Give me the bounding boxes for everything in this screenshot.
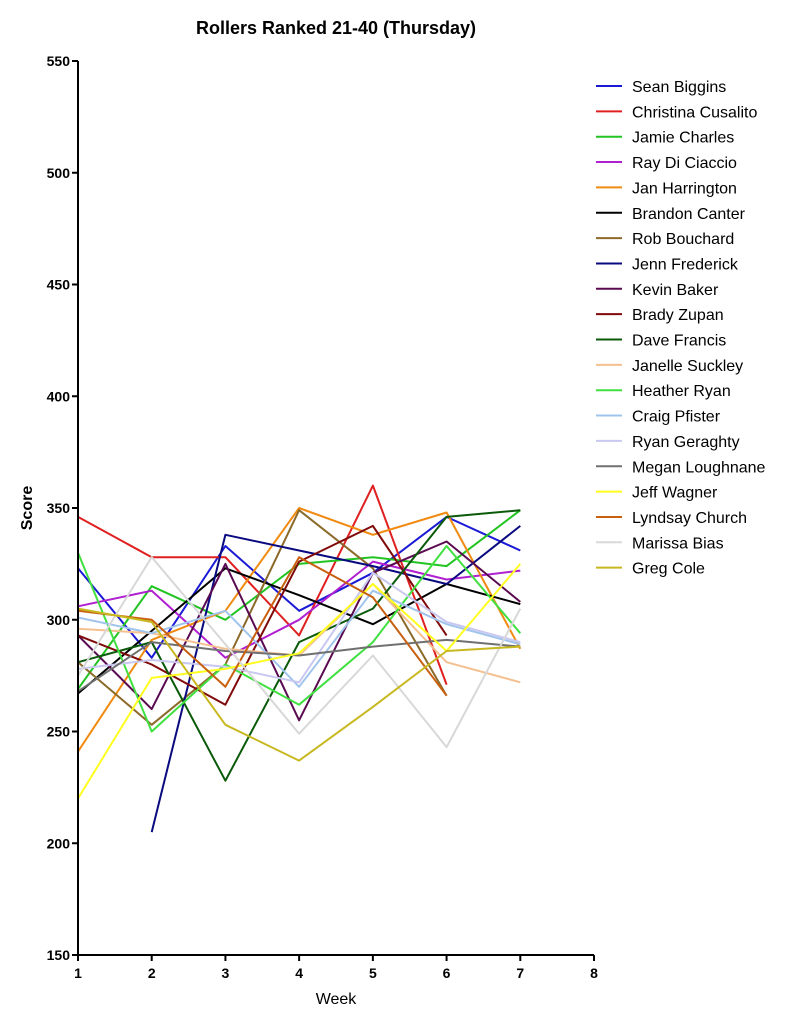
y-axis-label: Score [19, 486, 36, 531]
legend-item-jan-harrington: Jan Harrington [596, 180, 737, 197]
axes: 150 200 250 300 350 400 450 500 550 1 2 3 4 5 6 7 8 [47, 53, 598, 981]
legend-label: Jeff Wagner [632, 485, 718, 502]
legend-item-craig-pfister: Craig Pfister [596, 409, 721, 426]
series-line-heather-ryan [77, 545, 522, 733]
legend-label: Christina Cusalito [632, 104, 757, 121]
legend-item-marissa-bias: Marissa Bias [596, 535, 724, 552]
legend-item-lyndsay-church: Lyndsay Church [596, 510, 747, 527]
legend-item-kevin-baker: Kevin Baker [596, 282, 719, 299]
y-tick-label: 300 [47, 612, 71, 628]
legend-label: Ryan Geraghty [632, 434, 740, 451]
x-axis-label: Week [316, 991, 358, 1008]
legend-item-greg-cole: Greg Cole [596, 561, 705, 578]
legend-label: Dave Francis [632, 333, 726, 350]
series-line-rob-bouchard [77, 509, 448, 726]
y-tick-label: 250 [47, 724, 71, 740]
legend-item-jeff-wagner: Jeff Wagner [596, 485, 718, 502]
y-tick-label: 350 [47, 500, 71, 516]
legend-item-rob-bouchard: Rob Bouchard [596, 231, 734, 248]
legend-label: Jenn Frederick [632, 256, 739, 273]
legend-item-janelle-suckley: Janelle Suckley [596, 358, 743, 375]
legend-label: Greg Cole [632, 561, 705, 578]
x-tick-label: 5 [369, 965, 377, 981]
legend-label: Kevin Baker [632, 282, 719, 299]
legend-label: Craig Pfister [632, 409, 721, 426]
y-tick-label: 500 [47, 165, 71, 181]
y-tick-label: 450 [47, 277, 71, 293]
x-tick-label: 8 [590, 965, 598, 981]
legend-item-jenn-frederick: Jenn Frederick [596, 256, 739, 273]
x-tick-label: 7 [516, 965, 524, 981]
x-tick-label: 2 [148, 965, 156, 981]
legend-item-megan-loughnane: Megan Loughnane [596, 459, 766, 476]
legend-item-brady-zupan: Brady Zupan [596, 307, 724, 324]
legend-item-dave-francis: Dave Francis [596, 333, 726, 350]
series-line-kevin-baker [77, 540, 521, 722]
series-line-megan-loughnane [77, 638, 521, 693]
series-line-ryan-geraghty [77, 571, 521, 684]
legend-label: Brandon Canter [632, 206, 746, 223]
x-tick-label: 6 [443, 965, 451, 981]
series-line-greg-cole [77, 607, 521, 762]
legend-label: Heather Ryan [632, 383, 731, 400]
y-tick-label: 550 [47, 53, 71, 69]
legend-label: Janelle Suckley [632, 358, 743, 375]
series-line-christina-cusalito [77, 484, 448, 685]
y-tick-label: 200 [47, 835, 71, 851]
legend-item-ray-di-ciaccio: Ray Di Ciaccio [596, 155, 737, 172]
series-line-jenn-frederick [150, 525, 521, 833]
x-tick-label: 4 [295, 965, 303, 981]
series-line-ray-di-ciaccio [77, 560, 521, 659]
legend: Sean Biggins Christina Cusalito Jamie Char… [596, 79, 766, 578]
legend-item-christina-cusalito: Christina Cusalito [596, 104, 757, 121]
legend-item-heather-ryan: Heather Ryan [596, 383, 731, 400]
x-tick-label: 1 [74, 965, 82, 981]
legend-label: Jan Harrington [632, 180, 737, 197]
legend-label: Rob Bouchard [632, 231, 734, 248]
series-line-jan-harrington [77, 507, 522, 753]
legend-item-sean-biggins: Sean Biggins [596, 79, 726, 96]
legend-item-brandon-canter: Brandon Canter [596, 206, 746, 223]
legend-label: Lyndsay Church [632, 510, 747, 527]
legend-item-jamie-charles: Jamie Charles [596, 130, 734, 147]
series-line-marissa-bias [77, 556, 522, 749]
legend-label: Ray Di Ciaccio [632, 155, 737, 172]
legend-label: Sean Biggins [632, 79, 726, 96]
chart-title: Rollers Ranked 21-40 (Thursday) [195, 18, 477, 38]
legend-label: Megan Loughnane [632, 459, 766, 476]
legend-label: Marissa Bias [632, 535, 724, 552]
series-line-lyndsay-church [77, 556, 448, 697]
x-tick-label: 3 [222, 965, 230, 981]
legend-item-ryan-geraghty: Ryan Geraghty [596, 434, 740, 451]
series-line-brady-zupan [77, 524, 448, 706]
legend-label: Jamie Charles [632, 130, 734, 147]
series-lines [77, 484, 522, 833]
legend-label: Brady Zupan [632, 307, 724, 324]
series-line-craig-pfister [77, 589, 521, 688]
y-tick-label: 400 [47, 388, 71, 404]
series-line-jamie-charles [77, 509, 521, 690]
y-tick-label: 150 [47, 947, 71, 963]
